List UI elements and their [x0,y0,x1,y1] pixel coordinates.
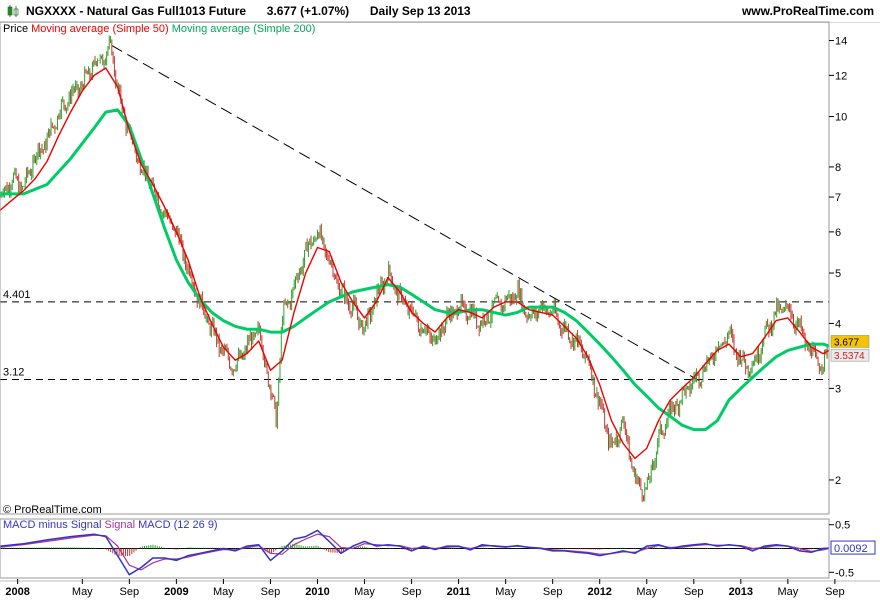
chart-date: Sep 13 2013 [401,4,471,18]
y-tick-label: 7 [835,192,841,204]
y-tick-label: 3 [835,383,841,395]
macd-signal-line [0,533,830,571]
x-tick-label: 2009 [164,586,188,598]
x-tick-label: May [354,586,375,598]
macd-plot-area: 0.0092 [0,529,876,576]
x-tick-label: Sep [825,586,845,598]
x-tick-label: 2013 [729,586,753,598]
badge-box [830,335,870,348]
ma200-line [0,108,830,432]
x-tick-label: Sep [402,586,422,598]
macd-value-badge: 0.0092 [830,540,876,555]
main-plot-frame [0,21,830,515]
instrument-title: NGXXXX - Natural Gas Full1013 Future 3.6… [26,4,471,18]
macd-y-tick-label: -0.5 [835,567,854,579]
macd-legend-signal: Signal [104,519,136,531]
price-bars [0,35,828,503]
y-tick-label: 12 [835,70,847,82]
site-url: www.ProRealTime.com [741,4,874,18]
macd-legend-macd: MACD (12 26 9) [138,519,218,531]
macd-legend: MACD minus Signal Signal MACD (12 26 9) [3,519,218,531]
horizontal-level-label: 3.12 [3,367,24,379]
y-tick-label: 6 [835,227,841,239]
legend-ma50: Moving average (Simple 50) [31,23,169,35]
trend-line [111,45,700,382]
y-tick-label: 10 [835,112,847,124]
x-tick-label: May [213,586,234,598]
price-legend: Price Moving average (Simple 50) Moving … [3,23,315,35]
y-tick-label: 2 [835,475,841,487]
legend-ma200: Moving average (Simple 200) [171,23,316,35]
axes: 14 12 10 8 7 6 5 4 3 2 0.5 -0.5 2008 May Sep 2009 May Sep… [0,21,880,598]
x-tick-label: 2011 [447,586,471,598]
badge-label: 3.677 [834,337,859,348]
price-change: (+1.07%) [300,4,350,18]
badge-box [830,348,870,362]
y-tick-label: 5 [835,268,841,280]
x-tick-label: Sep [543,586,563,598]
last-price: 3.677 [266,4,297,18]
legend-price: Price [3,23,29,35]
copyright-label: © ProRealTime.com [3,504,102,516]
macd-histogram [0,544,827,557]
x-tick-label: May [72,586,93,598]
y-tick-label: 4 [835,318,841,330]
y-tick-label: 8 [835,162,841,174]
candlestick-logo-icon [7,5,19,17]
x-tick-label: Sep [684,586,704,598]
y-tick-label: 14 [835,36,847,48]
x-tick-label: May [636,586,657,598]
instrument-name: Natural Gas Full1013 Future [86,4,247,18]
badge-label: 3.5374 [834,351,865,362]
last-price-badge: 3.677 [830,335,870,348]
ma-value-badge: 3.5374 [830,348,870,362]
macd-line [0,529,830,576]
ma50-line [0,67,830,460]
x-tick-label: May [495,586,516,598]
timeframe: Daily [369,4,399,18]
ticker-symbol: NGXXXX [26,4,77,18]
macd-legend-histogram: MACD minus Signal [3,519,102,531]
horizontal-level-label: 4.401 [3,289,31,301]
macd-y-tick-label: 0.5 [835,520,850,532]
chart-header-bar: NGXXXX - Natural Gas Full1013 Future 3.6… [0,0,880,23]
badge-label: 0.0092 [834,543,868,555]
x-tick-label: 2008 [5,586,29,598]
x-tick-label: Sep [261,586,281,598]
badge-box [830,540,876,555]
main-plot-area: 4.401 3.12 3.677 3.5374 [0,35,870,503]
x-tick-label: 2010 [305,586,329,598]
x-tick-label: 2012 [587,586,611,598]
x-tick-label: Sep [120,586,140,598]
x-tick-label: May [777,586,798,598]
